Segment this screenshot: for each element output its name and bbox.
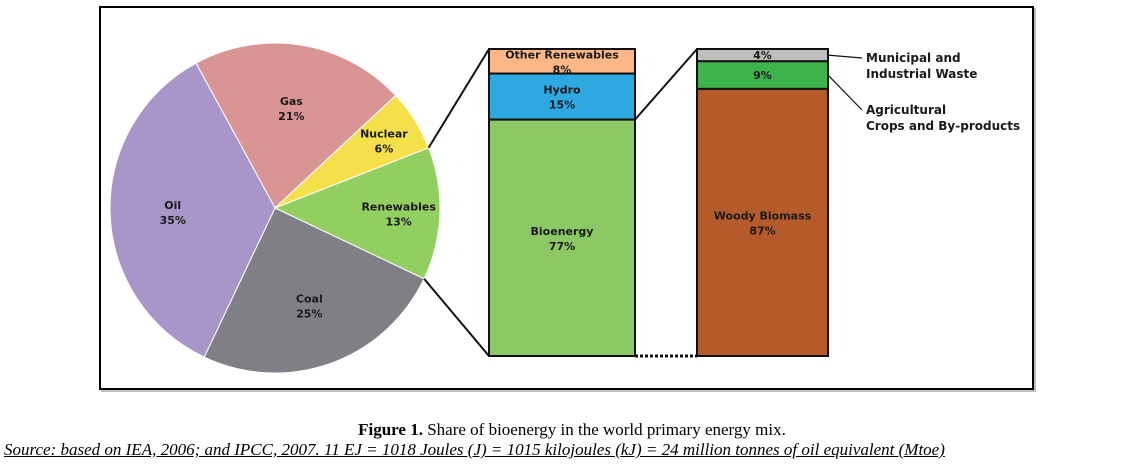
bar2-value-municipal-and-industrial-waste: 4%: [753, 49, 772, 62]
bar1-label-other-renewables: Other Renewables: [505, 48, 619, 61]
pie-label-nuclear: Nuclear: [360, 127, 408, 140]
side-label-municipal-and-industrial-waste: Municipal and: [866, 51, 961, 65]
bar1-label-hydro: Hydro: [543, 84, 581, 97]
pie-label-gas: Gas: [280, 95, 303, 108]
pie-value-oil: 35%: [160, 214, 186, 227]
bar1-segment-hydro: [488, 72, 636, 121]
figure-caption: Figure 1. Share of bioenergy in the worl…: [0, 420, 1144, 440]
figure-label: Figure 1.: [358, 420, 423, 439]
bar2-label-woody-biomass: Woody Biomass: [714, 209, 812, 222]
pie-label-coal: Coal: [296, 292, 323, 305]
connector-line-bottom: [423, 278, 490, 357]
bar2-value-woody-biomass: 87%: [749, 224, 775, 237]
pie-value-renewables: 13%: [386, 215, 412, 228]
bar1-value-hydro: 15%: [549, 99, 575, 112]
bar1-segment-bioenergy: [488, 118, 636, 357]
pie-slice-oil: [109, 62, 276, 358]
pie-slice-coal: [203, 207, 425, 374]
side-label-agricultural-crops-and-by-products: Agricultural: [866, 103, 946, 117]
bar1-segment-other-renewables: [488, 48, 636, 75]
bar2-segment-woody-biomass: [696, 87, 829, 357]
leader-line-municipal-and-industrial-waste: [827, 54, 863, 59]
pie-label-oil: Oil: [164, 199, 181, 212]
source-note: Source: based on IEA, 2006; and IPCC, 20…: [4, 440, 945, 459]
connector-bio-top: [634, 48, 698, 121]
bar2-value-agricultural-crops-and-by-products: 9%: [753, 69, 772, 82]
pie-label-renewables: Renewables: [361, 200, 436, 213]
side-label-municipal-and-industrial-waste: Industrial Waste: [866, 67, 977, 81]
bar1-label-bioenergy: Bioenergy: [531, 225, 594, 238]
leader-line-agricultural-crops-and-by-products: [827, 74, 863, 111]
energy-mix-chart: Gas 21% Nuclear 6% Renewables 13% Coal 25% Oil 35…: [109, 42, 1020, 374]
bar1-value-bioenergy: 77%: [549, 240, 575, 253]
pie-value-gas: 21%: [278, 110, 304, 123]
pie-slice-gas: [195, 42, 397, 209]
pie-value-nuclear: 6%: [375, 142, 394, 155]
connector-line-top: [427, 48, 490, 149]
side-label-agricultural-crops-and-by-products: Crops and By-products: [866, 119, 1020, 133]
pie-value-coal: 25%: [296, 307, 322, 320]
pie-slice-renewables: [273, 147, 441, 280]
figure-caption-text: Share of bioenergy in the world primary …: [422, 420, 786, 439]
